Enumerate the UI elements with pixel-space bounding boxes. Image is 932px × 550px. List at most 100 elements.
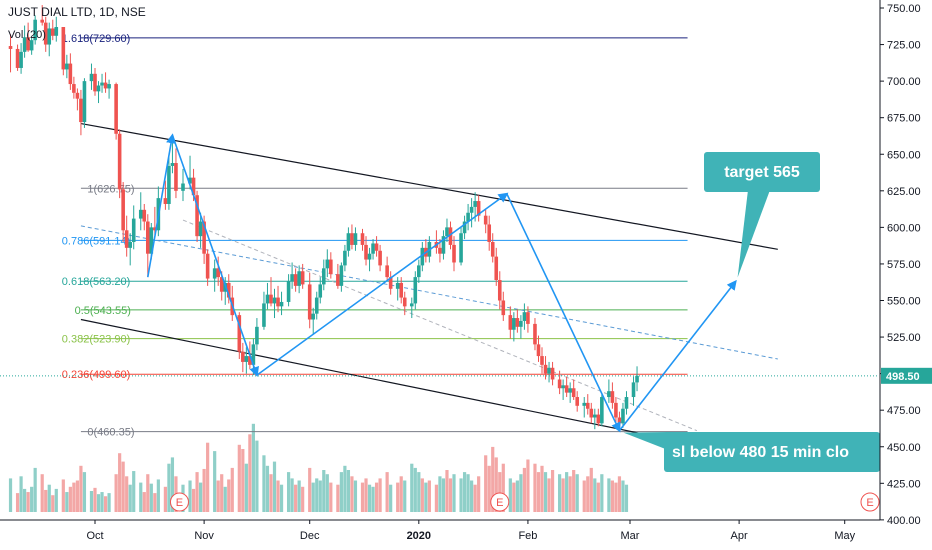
- volume-bar: [272, 461, 277, 512]
- candle-body: [631, 382, 636, 398]
- candle-body: [593, 414, 597, 418]
- volume-bar: [484, 455, 488, 512]
- price-tick-label: 750.00: [887, 3, 921, 15]
- volume-bar: [255, 440, 259, 512]
- candle-body: [607, 391, 611, 398]
- volume-bar: [575, 474, 579, 512]
- fib-level-label: 0.5(543.55): [75, 305, 131, 317]
- candle-body: [100, 82, 104, 86]
- candle-body: [114, 84, 118, 134]
- candle-body: [487, 224, 492, 242]
- candle-body: [624, 397, 629, 409]
- candle-body: [107, 84, 111, 89]
- candle-body: [462, 221, 467, 234]
- candle-body: [255, 326, 259, 345]
- volume-bar: [167, 463, 171, 512]
- volume-bar: [452, 474, 456, 512]
- volume-bar: [526, 459, 530, 512]
- candle-body: [82, 81, 87, 123]
- volume-bar: [121, 461, 125, 512]
- candle-body: [307, 284, 312, 320]
- volume-bar: [206, 442, 210, 512]
- volume-bar: [374, 482, 379, 512]
- candle-body: [353, 233, 358, 245]
- volume-bar: [294, 484, 298, 512]
- volume-bar: [558, 474, 562, 512]
- volume-bar: [297, 480, 301, 512]
- volume-bar: [410, 463, 414, 512]
- volume-bar: [170, 457, 175, 512]
- volume-bar: [434, 484, 439, 512]
- candle-body: [72, 84, 76, 93]
- price-tick-label: 700.00: [887, 76, 921, 88]
- volume-bar: [624, 484, 629, 512]
- volume-bar: [448, 478, 453, 512]
- volume-bar: [470, 480, 474, 512]
- candle-body: [219, 277, 224, 292]
- candle-body: [50, 28, 55, 36]
- candle-body: [244, 356, 249, 362]
- candle-body: [276, 297, 280, 307]
- volume-bar: [424, 482, 428, 512]
- volume-bar: [329, 482, 333, 512]
- volume-bar: [163, 486, 167, 512]
- candle-body: [226, 282, 231, 298]
- candle-body: [47, 28, 52, 45]
- earnings-event-marker: [860, 492, 880, 512]
- candle-body: [269, 294, 273, 304]
- volume-bar: [191, 488, 196, 512]
- zigzag-arrow: [147, 133, 176, 278]
- candle-body: [533, 323, 537, 345]
- volume-bar: [540, 465, 544, 512]
- zigzag-arrow: [506, 193, 621, 433]
- price-tick-label: 450.00: [887, 442, 921, 454]
- candle-body: [571, 388, 576, 398]
- volume-bar: [459, 478, 463, 512]
- candle-body: [466, 212, 470, 222]
- volume-bar: [441, 478, 446, 512]
- candle-body: [54, 27, 59, 36]
- candle-body: [19, 51, 23, 68]
- fib-level-label: 0.382(523.90): [62, 334, 131, 346]
- candle-body: [336, 274, 340, 286]
- fib-level-label: 0.236(499.60): [62, 369, 131, 381]
- candle-body: [167, 165, 171, 204]
- volume-bar: [188, 480, 192, 512]
- candle-body: [561, 385, 565, 389]
- candle-body: [402, 297, 407, 307]
- volume-bar: [610, 480, 615, 512]
- candle-body: [279, 301, 284, 307]
- price-tick-label: 550.00: [887, 296, 921, 308]
- candle-body: [438, 247, 442, 254]
- candle-body: [596, 414, 601, 424]
- candle-body: [205, 253, 210, 279]
- volume-bar: [290, 478, 294, 512]
- candle-body: [188, 177, 192, 184]
- candle-body: [519, 320, 523, 327]
- candle-body: [265, 294, 270, 304]
- candle-body: [170, 163, 175, 166]
- volume-bar: [477, 476, 481, 512]
- time-tick-label: May: [834, 530, 855, 542]
- volume-bar: [494, 457, 498, 512]
- earnings-event-marker: [490, 492, 510, 512]
- fib-level-label: 1(626.75): [87, 183, 134, 195]
- candle-body: [420, 247, 425, 266]
- volume-bar: [512, 482, 516, 512]
- volume-bar: [262, 455, 266, 512]
- volume-bar: [413, 467, 417, 512]
- volume-bar: [536, 472, 541, 512]
- volume-bar: [565, 472, 569, 512]
- callout-target-text: target 565: [724, 164, 800, 181]
- volume-bar: [501, 463, 505, 512]
- candle-body: [339, 265, 344, 286]
- volume-bar: [82, 472, 87, 512]
- candle-body: [121, 189, 125, 231]
- candle-body: [452, 244, 456, 263]
- candle-body: [497, 280, 502, 301]
- volume-bar: [125, 476, 129, 512]
- candle-body: [543, 364, 548, 374]
- volume-bar: [128, 484, 132, 512]
